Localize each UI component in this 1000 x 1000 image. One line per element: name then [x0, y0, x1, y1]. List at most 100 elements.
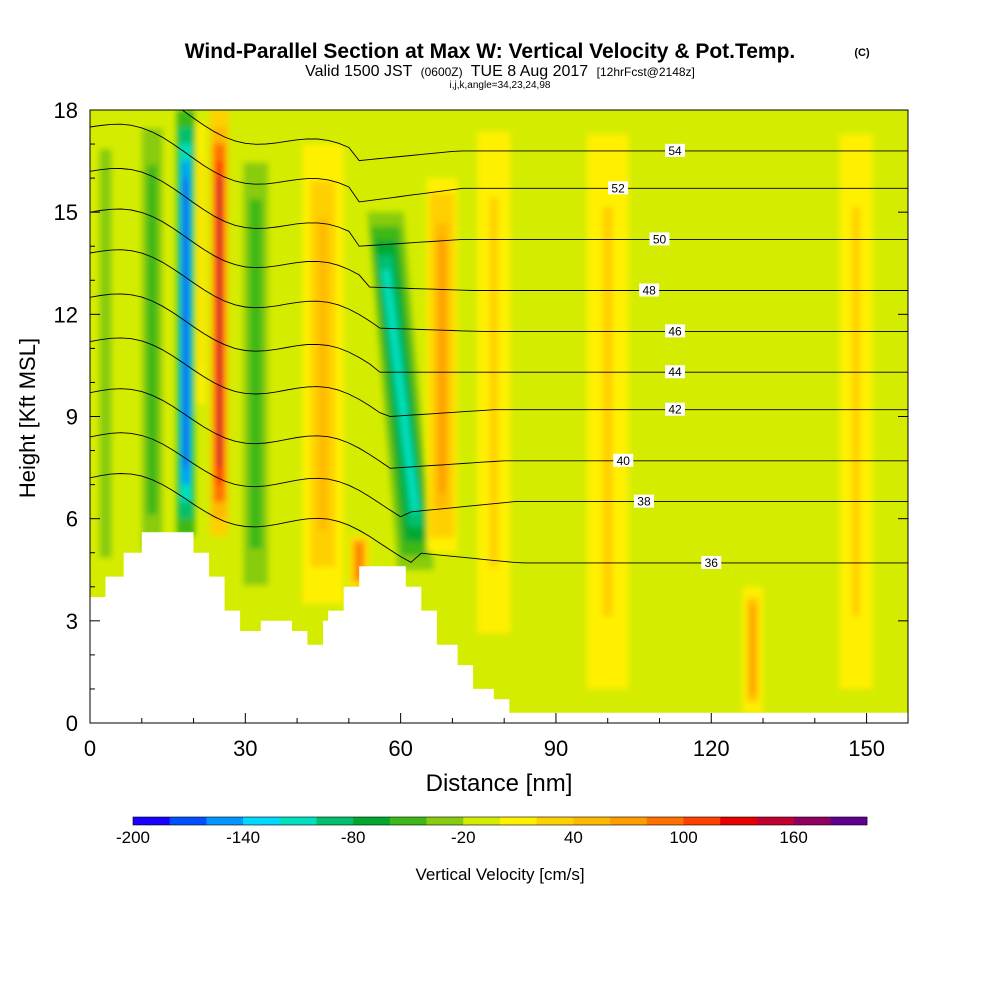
x-tick-label-30: 30: [233, 736, 257, 761]
y-axis-label: Height [Kft MSL]: [15, 338, 40, 498]
w-band-9-4: [103, 187, 108, 520]
colorbar-segment-10: [500, 817, 537, 825]
x-tick-label-60: 60: [388, 736, 412, 761]
contour-label-text: 50: [653, 232, 667, 246]
colorbar-segment-16: [720, 817, 758, 825]
w-band-7-4: [381, 269, 420, 513]
subtitle-forecast: [12hrFcst@2148z]: [597, 65, 695, 79]
contour-label-box: [665, 402, 686, 416]
isentrope-54: [181, 110, 908, 162]
w-band-10-4: [489, 197, 498, 568]
contour-label-box: [608, 181, 629, 195]
contour-label-44: 44: [665, 365, 686, 379]
colorbar-segment-13: [610, 817, 648, 825]
x-axis-label: Distance [nm]: [426, 770, 573, 797]
contour-label-text: 52: [611, 181, 625, 195]
contour-label-box: [639, 283, 660, 297]
contour-label-box: [701, 555, 722, 569]
contour-label-box: [613, 453, 634, 467]
contour-label-42: 42: [665, 402, 686, 417]
colorbar-segment-2: [206, 817, 244, 825]
plot-area: [90, 110, 908, 723]
w-band-12-4: [750, 606, 755, 693]
x-axis: 0 30 60 90 120 150: [84, 713, 885, 761]
isentrope-36: [90, 473, 908, 564]
y-tick-label-3: 3: [66, 609, 78, 634]
contour-label-54: 54: [665, 143, 686, 158]
w-band-1-4: [217, 178, 222, 468]
colorbar-frame: [132, 816, 868, 826]
colorbar-tick-label: 160: [779, 828, 807, 847]
colorbar-segment-17: [756, 817, 794, 825]
contour-label-box: [633, 494, 654, 508]
contour-label-box: [665, 143, 686, 157]
w-band-0-4: [183, 178, 188, 468]
isentrope-48: [90, 208, 908, 291]
w-band-13-4: [852, 206, 861, 617]
isentrope-52: [90, 123, 908, 203]
contour-label-52: 52: [608, 181, 629, 195]
chart-title: Wind-Parallel Section at Max W: Vertical…: [185, 40, 796, 63]
contour-label-text: 38: [637, 495, 651, 509]
contour-labels: 36 38 40 42 44 46 48 50 52 54: [608, 143, 722, 570]
colorbar-tick-label: 40: [564, 828, 583, 847]
contour-label-46: 46: [665, 324, 686, 338]
contour-label-38: 38: [633, 494, 654, 509]
colorbar-segment-5: [316, 817, 354, 825]
colorbar-segment-11: [536, 817, 574, 825]
contour-label-text: 46: [668, 324, 682, 338]
w-band-11-4: [602, 206, 613, 617]
w-band-2-4: [200, 159, 203, 368]
isentrope-38: [90, 432, 908, 518]
colorbar-label: Vertical Velocity [cm/s]: [415, 865, 584, 884]
colorbar-segment-6: [353, 817, 391, 825]
colorbar-tick-label: 100: [669, 828, 697, 847]
colorbar-segment-3: [243, 817, 281, 825]
contour-label-40: 40: [613, 453, 634, 468]
y-tick-label-18: 18: [54, 98, 78, 123]
isentrope-44: [90, 293, 908, 373]
w-band-5-4: [318, 217, 328, 531]
chart-subtitle: Valid 1500 JST (0600Z) TUE 8 Aug 2017 [1…: [305, 63, 695, 80]
isentrope-46: [90, 249, 908, 332]
colorbar: -200 -140 -80 -20 40 100 160: [116, 816, 868, 847]
contour-label-text: 54: [668, 144, 682, 158]
x-tick-label-120: 120: [693, 736, 730, 761]
x-tick-label-0: 0: [84, 736, 96, 761]
x-tick-label-90: 90: [544, 736, 568, 761]
x-tick-label-150: 150: [848, 736, 885, 761]
subtitle-valid: Valid 1500 JST: [305, 63, 413, 80]
contour-label-box: [649, 232, 670, 246]
colorbar-tick-label: -140: [226, 828, 260, 847]
contour-label-text: 42: [668, 403, 682, 417]
contour-label-36: 36: [701, 555, 722, 570]
chart-subtitle-indices: i,j,k,angle=34,23,24,98: [450, 80, 551, 91]
y-tick-label-6: 6: [66, 507, 78, 532]
contour-label-text: 40: [617, 454, 631, 468]
w-band-3-4: [149, 183, 155, 497]
contour-label-box: [665, 365, 686, 379]
colorbar-segment-9: [463, 817, 501, 825]
colorbar-segment-1: [169, 817, 207, 825]
colorbar-segment-8: [426, 817, 464, 825]
colorbar-segment-12: [573, 817, 611, 825]
y-tick-label-12: 12: [54, 302, 78, 327]
contour-label-text: 44: [668, 365, 682, 379]
w-band-4-4: [252, 217, 259, 531]
potential-temperature-contours: [90, 110, 908, 564]
contour-label-50: 50: [649, 232, 670, 246]
chart-title-mark: (C): [854, 47, 870, 59]
colorbar-segment-19: [830, 817, 868, 825]
colorbar-segment-4: [279, 817, 317, 825]
isentrope-42: [90, 337, 908, 417]
subtitle-utc: (0600Z): [421, 65, 463, 79]
colorbar-segment-0: [133, 817, 170, 825]
y-tick-label-9: 9: [66, 405, 78, 430]
colorbar-segment-7: [389, 817, 427, 825]
colorbar-tick-label: -200: [116, 828, 150, 847]
contour-label-text: 36: [705, 556, 719, 570]
w-band-8-4: [438, 238, 446, 493]
y-tick-label-0: 0: [66, 711, 78, 736]
